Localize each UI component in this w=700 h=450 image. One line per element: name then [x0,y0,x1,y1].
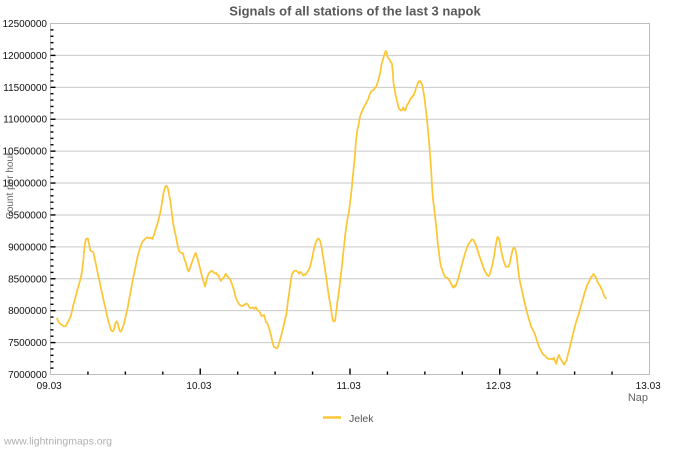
svg-text:12000000: 12000000 [3,51,48,62]
svg-text:9500000: 9500000 [8,210,47,221]
svg-text:9000000: 9000000 [8,242,47,253]
svg-text:10000000: 10000000 [3,179,48,190]
svg-text:12.03: 12.03 [486,381,511,392]
svg-text:8500000: 8500000 [8,274,47,285]
svg-text:10500000: 10500000 [3,147,48,158]
svg-text:7500000: 7500000 [8,338,47,349]
svg-text:10.03: 10.03 [186,381,211,392]
svg-text:Signals of all stations of the: Signals of all stations of the last 3 na… [229,4,481,19]
svg-text:7000000: 7000000 [8,370,47,381]
svg-text:12500000: 12500000 [3,19,48,30]
svg-text:09.03: 09.03 [37,381,62,392]
svg-text:Nap: Nap [628,392,648,404]
svg-text:11000000: 11000000 [3,115,47,126]
svg-text:11.03: 11.03 [337,381,362,392]
svg-text:13.03: 13.03 [636,381,661,392]
svg-text:www.lightningmaps.org: www.lightningmaps.org [3,436,112,448]
svg-text:Count per hour: Count per hour [5,152,16,219]
svg-text:Jelek: Jelek [349,413,374,425]
svg-text:8000000: 8000000 [8,306,47,317]
svg-text:11500000: 11500000 [3,83,47,94]
